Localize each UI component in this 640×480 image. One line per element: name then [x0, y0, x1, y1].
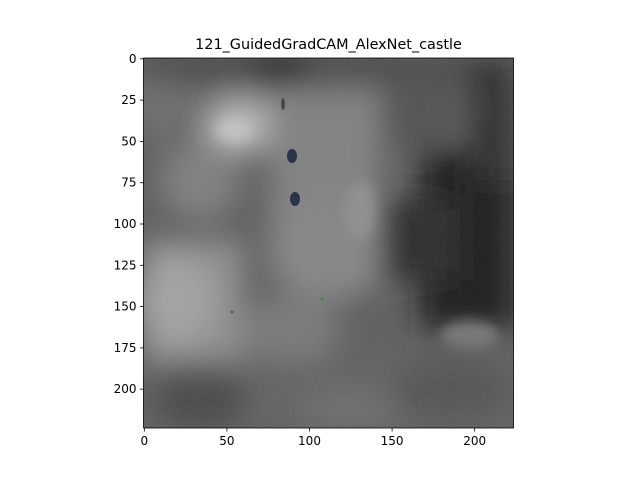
- y-tick-label: 175: [114, 341, 137, 355]
- x-tick-label: 0: [141, 434, 149, 448]
- figure-title: 121_GuidedGradCAM_AlexNet_castle: [195, 37, 462, 53]
- y-tick-label: 150: [114, 300, 137, 314]
- y-tick-label: 200: [114, 382, 137, 396]
- y-tick-label: 125: [114, 258, 137, 272]
- saliency-image: [143, 58, 514, 428]
- x-tick-label: 150: [381, 434, 404, 448]
- x-tick-label: 50: [219, 434, 234, 448]
- y-axis: 0 25 50 75 100 125 150 175 200: [114, 52, 144, 396]
- axes-frame: [143, 57, 514, 429]
- y-tick-label: 100: [114, 217, 137, 231]
- y-tick-label: 75: [121, 176, 136, 190]
- y-tick-label: 0: [129, 52, 137, 66]
- y-tick-label: 25: [121, 93, 136, 107]
- x-axis: 0 50 100 150 200: [141, 428, 486, 448]
- x-tick-label: 200: [463, 434, 486, 448]
- y-tick-label: 50: [121, 134, 136, 148]
- x-tick-label: 100: [298, 434, 321, 448]
